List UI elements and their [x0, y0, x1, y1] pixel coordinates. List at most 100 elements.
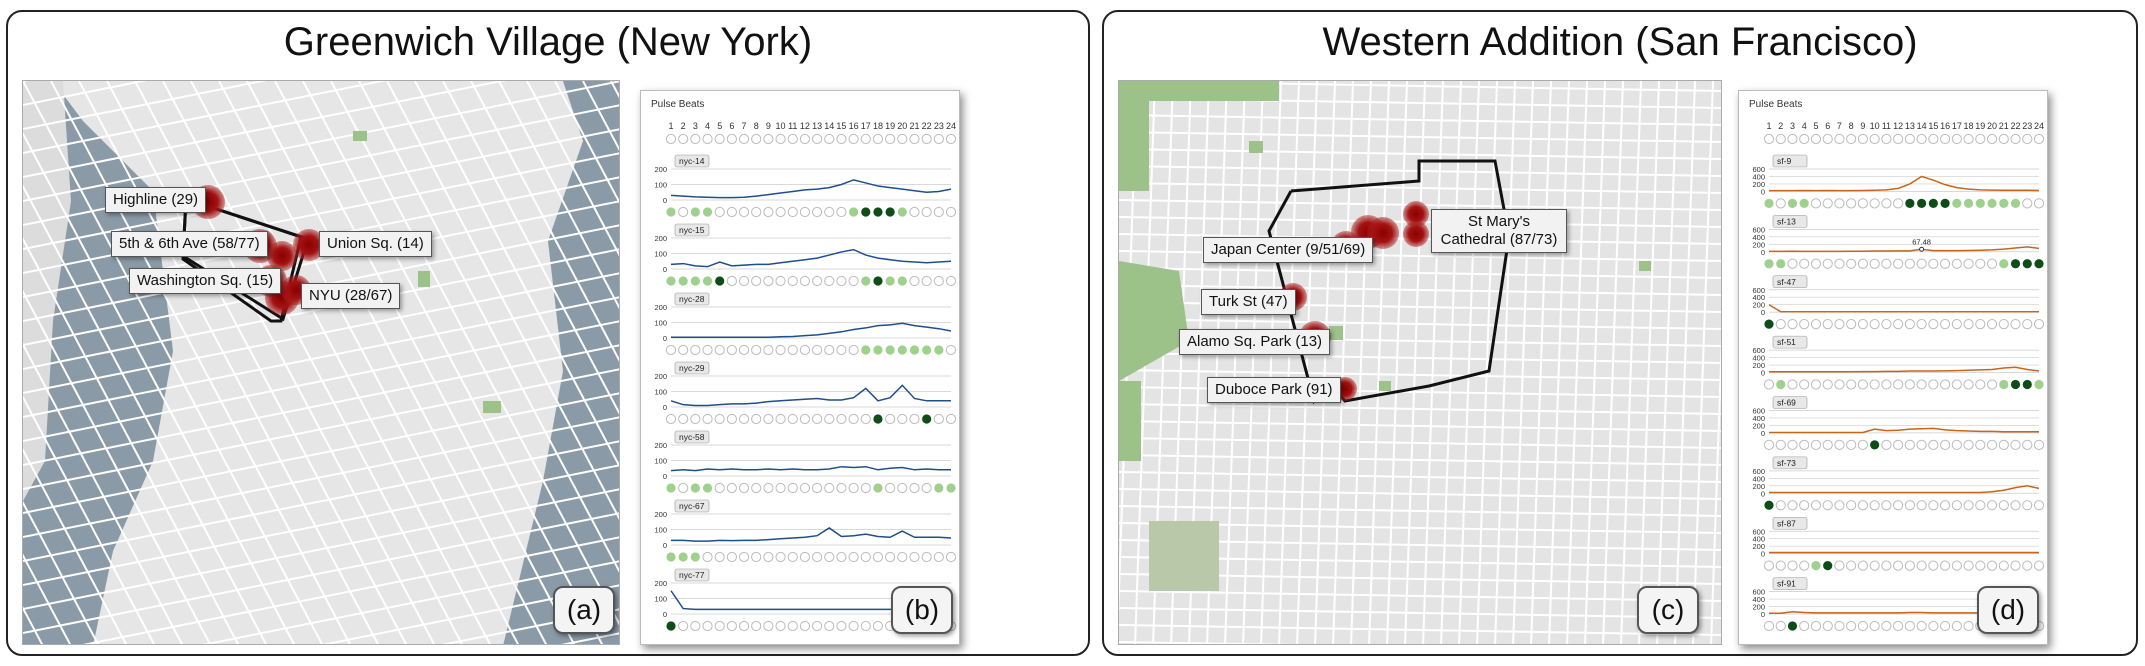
sf-activity-dot	[1929, 320, 1938, 329]
nyc-park	[353, 131, 367, 141]
sf-activity-dot	[1776, 320, 1785, 329]
nyc-hour-dot	[873, 134, 882, 143]
nyc-activity-dot	[946, 207, 955, 216]
nyc-activity-dot	[910, 552, 919, 561]
nyc-activity-dot	[849, 483, 858, 492]
sf-hour-dot	[1940, 134, 1949, 143]
sf-activity-dot	[1800, 320, 1809, 329]
nyc-hour-dot	[691, 134, 700, 143]
nyc-panel: Greenwich Village (New York) Highline (2…	[6, 10, 1090, 656]
nyc-activity-dot	[837, 345, 846, 354]
sf-activity-dot	[1999, 380, 2008, 389]
nyc-activity-dot	[837, 207, 846, 216]
sf-activity-dot	[1764, 561, 1773, 570]
nyc-activity-dot	[849, 621, 858, 630]
nyc-y-tick: 200	[654, 579, 667, 588]
sf-activity-dot	[1847, 621, 1856, 630]
nyc-activity-dot	[788, 483, 797, 492]
sf-hour-dot	[1929, 134, 1938, 143]
nyc-activity-dot	[825, 345, 834, 354]
sf-hour-label: 9	[1860, 121, 1865, 131]
sf-series-label: sf-73	[1773, 457, 1807, 469]
nyc-activity-dot	[703, 414, 712, 423]
sf-activity-dot	[1894, 561, 1903, 570]
sf-activity-dot	[1882, 320, 1891, 329]
sf-activity-dot	[1929, 259, 1938, 268]
nyc-activity-dot	[715, 483, 724, 492]
nyc-activity-dot	[679, 414, 688, 423]
nyc-hour-label: 6	[729, 121, 734, 131]
sf-activity-dot	[1917, 320, 1926, 329]
nyc-activity-dot	[776, 483, 785, 492]
nyc-activity-dot	[837, 621, 846, 630]
sf-hour-dot	[1858, 134, 1867, 143]
sf-activity-dot	[2011, 380, 2020, 389]
pulse-tag-b: (b)	[891, 586, 953, 634]
sf-activity-dot	[1835, 199, 1844, 208]
sf-activity-dot	[1870, 199, 1879, 208]
nyc-hour-label: 3	[693, 121, 698, 131]
nyc-activity-dot	[715, 345, 724, 354]
nyc-activity-dot	[861, 483, 870, 492]
sf-activity-dot	[1764, 621, 1773, 630]
nyc-activity-dot	[873, 483, 882, 492]
nyc-y-tick: 200	[654, 165, 667, 174]
sf-hour-label: 23	[2022, 121, 2032, 131]
nyc-activity-dot	[666, 414, 675, 423]
nyc-activity-dot	[898, 276, 907, 285]
nyc-activity-dot	[727, 345, 736, 354]
nyc-activity-dot	[922, 483, 931, 492]
sf-panel-title: Western Addition (San Francisco)	[1104, 20, 2136, 65]
nyc-activity-dot	[946, 414, 955, 423]
sf-activity-dot	[1929, 440, 1938, 449]
sf-activity-dot	[1823, 501, 1832, 510]
nyc-activity-dot	[691, 621, 700, 630]
sf-activity-dot	[1987, 199, 1996, 208]
nyc-park	[418, 271, 430, 287]
nyc-activity-dot	[800, 483, 809, 492]
map-tag-c: (c)	[1637, 586, 1699, 634]
sf-series-line	[1769, 486, 2039, 493]
sf-series-name: sf-69	[1777, 398, 1796, 408]
sf-y-tick: 600	[1752, 527, 1765, 536]
nyc-activity-dot	[752, 414, 761, 423]
nyc-activity-dot	[727, 483, 736, 492]
nyc-series-label: nyc-14	[675, 155, 709, 167]
sf-activity-dot	[1764, 380, 1773, 389]
nyc-series-name: nyc-28	[679, 294, 705, 304]
nyc-hour-label: 14	[824, 121, 834, 131]
sf-series-line	[1769, 367, 2039, 371]
sf-activity-dot	[1858, 440, 1867, 449]
nyc-activity-dot	[800, 345, 809, 354]
nyc-activity-dot	[679, 483, 688, 492]
nyc-activity-dot	[666, 345, 675, 354]
nyc-series-name: nyc-77	[679, 570, 705, 580]
sf-series-label: sf-87	[1773, 517, 1807, 529]
sf-activity-dot	[2034, 380, 2043, 389]
sf-pulse-panel: Pulse Beats 1 2 3 4 5 6 7 8 9 10 11 12 13 14 15 16 17 18 19…	[1738, 90, 2048, 645]
nyc-activity-dot	[849, 207, 858, 216]
nyc-hour-dot	[898, 134, 907, 143]
nyc-y-tick: 0	[663, 265, 667, 274]
nyc-activity-dot	[946, 345, 955, 354]
sf-activity-dot	[1999, 440, 2008, 449]
sf-series-label: sf-47	[1773, 276, 1807, 288]
sf-activity-dot	[1929, 199, 1938, 208]
nyc-series-label: nyc-77	[675, 569, 709, 581]
nyc-activity-dot	[898, 483, 907, 492]
sf-map-canvas	[1119, 81, 1722, 645]
sf-park-hills	[1149, 521, 1219, 591]
nyc-activity-dot	[825, 483, 834, 492]
sf-activity-dot	[1917, 440, 1926, 449]
nyc-activity-dot	[873, 345, 882, 354]
nyc-activity-dot	[861, 345, 870, 354]
sf-series-name: sf-13	[1777, 216, 1796, 226]
nyc-y-tick: 0	[663, 541, 667, 550]
nyc-activity-dot	[776, 414, 785, 423]
sf-activity-dot	[2023, 199, 2032, 208]
nyc-hour-label: 8	[754, 121, 759, 131]
sf-activity-dot	[1764, 199, 1773, 208]
sf-activity-dot	[1976, 320, 1985, 329]
nyc-map: Highline (29) 5th & 6th Ave (58/77) Unio…	[22, 80, 620, 645]
sf-activity-dot	[1964, 440, 1973, 449]
